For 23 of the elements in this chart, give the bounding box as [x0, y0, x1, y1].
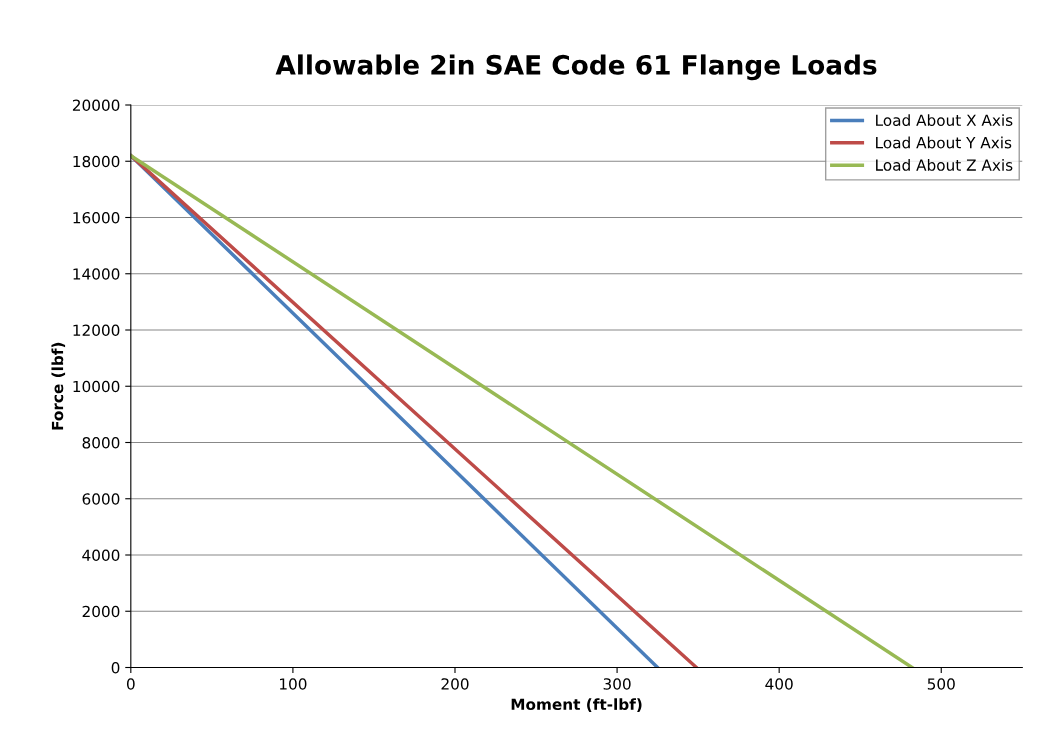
y-axis-title: Force (lbf) [51, 342, 66, 430]
x-tick-label: 500 [927, 678, 955, 690]
legend-label: Load About X Axis [876, 114, 1013, 126]
chart-title: Allowable 2in SAE Code 61 Flange Loads [275, 54, 877, 81]
x-axis-title: Moment (ft-lbf) [511, 698, 642, 712]
y-tick-label: 2000 [82, 605, 120, 618]
y-tick-label: 4000 [82, 549, 120, 562]
y-tick-label: 12000 [73, 324, 120, 337]
y-tick-label: 0 [111, 661, 120, 674]
y-tick-label: 6000 [82, 493, 120, 505]
x-tick-label: 0 [126, 678, 135, 690]
y-tick-label: 8000 [82, 436, 120, 449]
y-tick-label: 14000 [73, 268, 120, 280]
x-tick-label: 400 [765, 678, 793, 690]
y-tick-label: 10000 [73, 380, 120, 393]
y-tick-label: 16000 [73, 211, 120, 224]
legend-label: Load About Y Axis [876, 136, 1012, 149]
x-tick-label: 100 [280, 678, 307, 690]
legend-label: Load About Z Axis [876, 159, 1013, 171]
x-tick-label: 300 [603, 678, 631, 690]
x-tick-label: 200 [441, 678, 469, 690]
y-tick-label: 18000 [73, 155, 120, 168]
y-tick-label: 20000 [72, 99, 120, 112]
